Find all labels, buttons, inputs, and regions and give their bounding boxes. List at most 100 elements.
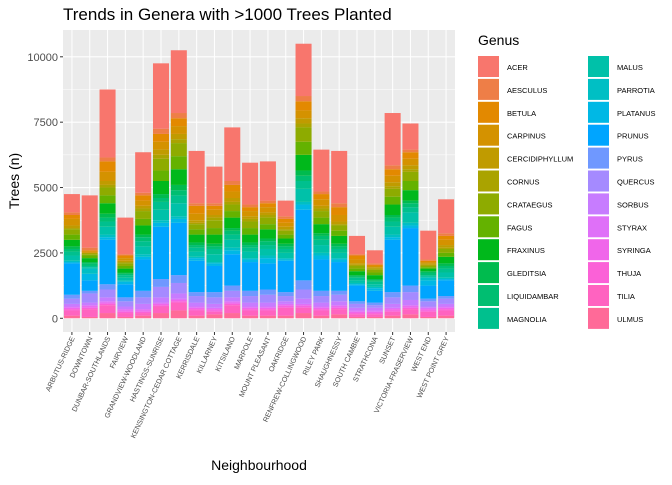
bar-segment <box>420 301 437 307</box>
bar-segment <box>99 297 116 302</box>
legend-key <box>588 239 609 261</box>
bar-segment <box>366 269 383 273</box>
bar-segment <box>117 281 134 285</box>
bar-segment <box>402 222 419 226</box>
bar-segment <box>295 298 312 304</box>
bar-segment <box>438 268 455 273</box>
bar-segment <box>277 248 294 253</box>
bar-segment <box>295 101 312 111</box>
bar-segment <box>366 311 383 314</box>
bar-segment <box>384 234 401 238</box>
bar-segment <box>135 311 152 314</box>
bar-segment <box>152 303 170 306</box>
bar-segment <box>170 203 187 217</box>
bar-segment <box>348 303 366 308</box>
bar-segment <box>313 309 330 311</box>
bar-segment <box>313 208 330 212</box>
bar-segment <box>277 226 294 230</box>
bar-segment <box>81 309 98 317</box>
legend-key <box>588 56 609 77</box>
bar-segment <box>117 309 134 311</box>
bar-segment <box>135 256 152 260</box>
bar-segment <box>259 255 276 259</box>
bar-segment <box>277 301 294 304</box>
bar-segment <box>366 313 383 315</box>
bar-segment <box>206 234 223 244</box>
bar-segment <box>188 203 205 206</box>
bar-segment <box>188 302 205 307</box>
bar-segment <box>402 309 419 315</box>
y-axis-label: Trees (n) <box>6 153 22 209</box>
bar-segment <box>224 201 241 205</box>
bar-segment <box>170 282 187 294</box>
bar-segment <box>224 290 241 298</box>
bar-segment <box>384 113 401 166</box>
bar-segment <box>224 301 241 303</box>
bar-segment <box>295 209 312 281</box>
bar-segment <box>384 196 401 205</box>
bar-segment <box>438 309 455 311</box>
bar-segment <box>384 311 401 316</box>
bar-segment <box>81 290 98 294</box>
bar-segment <box>224 191 241 198</box>
bar-segment <box>63 234 80 240</box>
bar-segment <box>384 315 401 319</box>
bar-segment <box>135 241 152 247</box>
bar-segment <box>402 158 419 166</box>
bar-segment <box>99 234 116 238</box>
bar-segment <box>384 217 401 222</box>
bar-segment <box>117 258 134 261</box>
legend-label: CERCIDIPHYLLUM <box>507 155 573 164</box>
bar-segment <box>152 158 170 171</box>
bar-segment <box>277 306 294 308</box>
bar-segment <box>420 276 437 278</box>
bar-segment <box>63 239 80 247</box>
bar-segment <box>277 238 294 244</box>
legend-label: QUERCUS <box>617 178 655 187</box>
bar-segment <box>438 247 455 249</box>
bar-segment <box>331 262 348 291</box>
legend-label: PRUNUS <box>617 132 649 141</box>
bar-segment <box>366 279 383 281</box>
legend-key <box>478 78 499 100</box>
bar-segment <box>402 207 419 213</box>
bar-segment <box>331 243 348 247</box>
bar-segment <box>99 221 116 227</box>
legend-key <box>478 239 499 261</box>
bar-segment <box>331 224 348 226</box>
legend-key <box>588 124 609 146</box>
bar-segment <box>366 286 383 289</box>
bar-segment <box>384 204 401 215</box>
bar-segment <box>331 306 348 308</box>
bar-segment <box>242 302 259 307</box>
bar-segment <box>438 235 455 240</box>
bar-segment <box>63 228 80 230</box>
bar-segment <box>402 123 419 150</box>
bar-segment <box>384 297 401 304</box>
bar-segment <box>170 299 187 302</box>
bar-segment <box>206 228 223 235</box>
bar-segment <box>402 165 419 170</box>
legend-label: AESCULUS <box>507 86 547 95</box>
bar-segment <box>206 254 223 263</box>
chart-title: Trends in Genera with >1000 Trees Plante… <box>63 5 392 24</box>
bar-segment <box>99 217 116 222</box>
bar-segment <box>402 149 419 153</box>
bar-segment <box>99 305 116 314</box>
bar-segment <box>402 314 419 319</box>
bar-segment <box>402 203 419 208</box>
legend-label: MALUS <box>617 63 643 72</box>
bar-segment <box>277 222 294 227</box>
bar-segment <box>117 313 134 317</box>
bar-segment <box>81 280 98 291</box>
bar-segment <box>152 181 170 195</box>
bar-segment <box>402 190 419 201</box>
bar-segment <box>331 214 348 222</box>
legend-key <box>478 147 499 169</box>
bar-segment <box>135 310 152 312</box>
bar-segment <box>81 195 98 248</box>
bar-segment <box>242 306 259 308</box>
bar-segment <box>117 277 134 281</box>
legend-label: GLEDITSIA <box>507 269 546 278</box>
bar-segment <box>63 263 80 295</box>
